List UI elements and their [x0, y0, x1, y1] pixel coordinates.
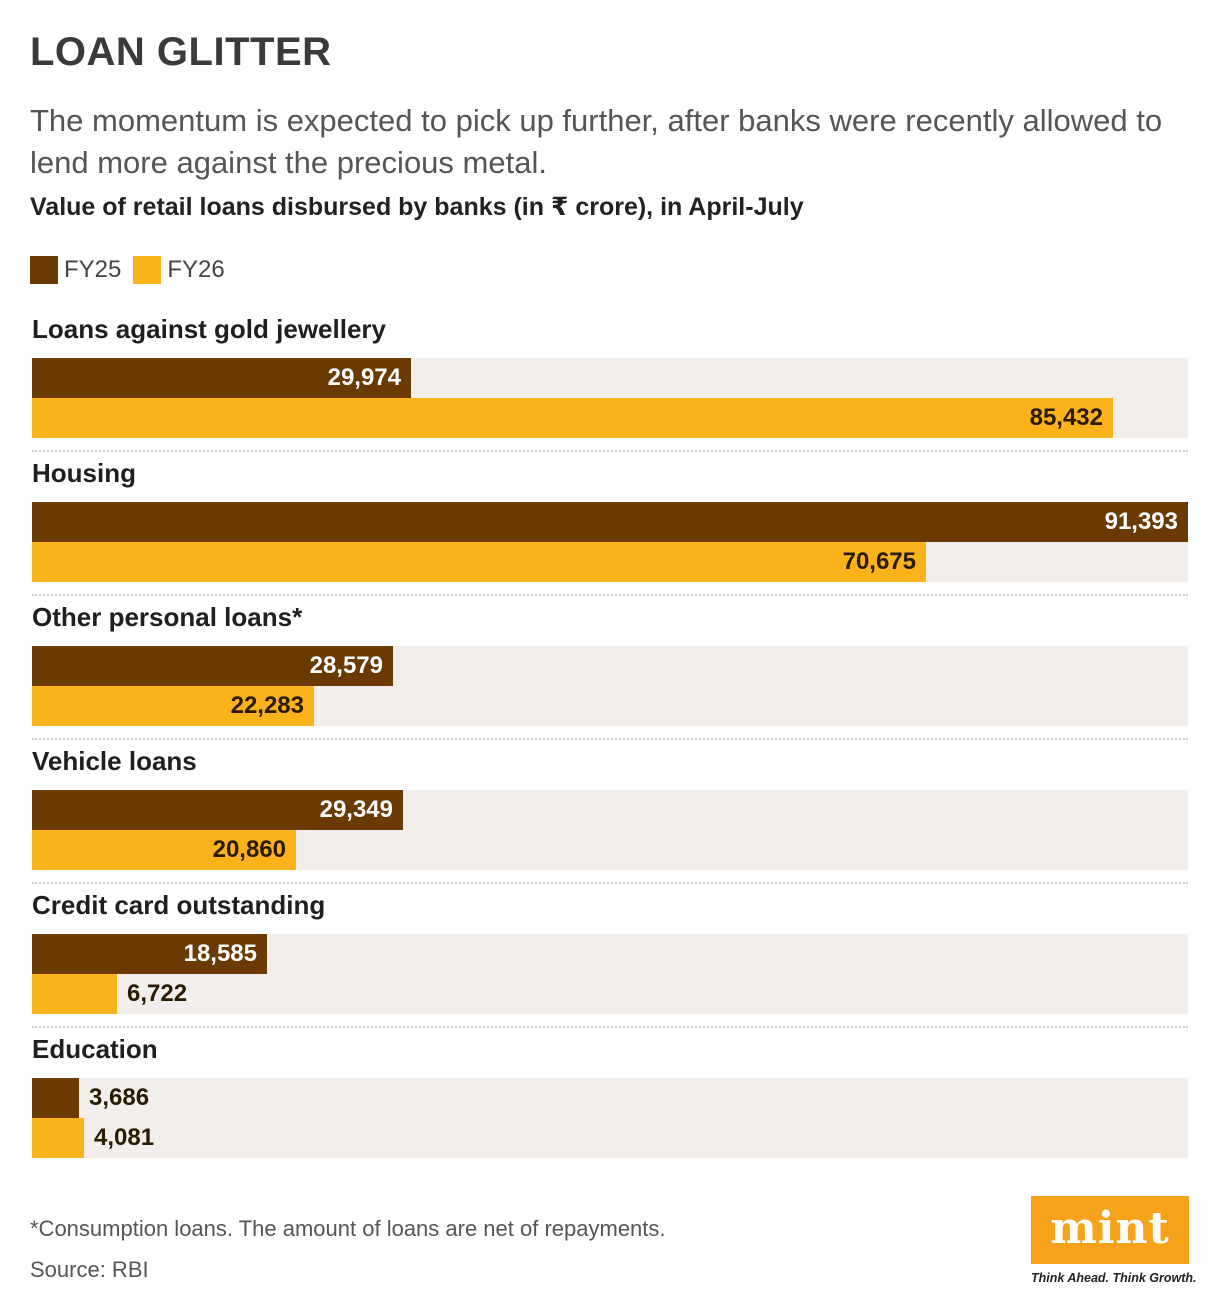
legend-swatch-fy25 [30, 256, 58, 284]
value-label-fy26: 70,675 [842, 548, 916, 575]
mint-logo: mint [1031, 1196, 1189, 1264]
category-label: Vehicle loans [32, 746, 197, 776]
category-label: Education [32, 1034, 158, 1064]
page-title: LOAN GLITTER [30, 30, 332, 74]
legend-item-fy26: FY26 [133, 256, 225, 284]
bar-fy25 [32, 646, 393, 686]
bar-fy26 [32, 974, 117, 1014]
bar-fy26 [32, 830, 296, 870]
bar-track: 29,974 85,432 [32, 358, 1188, 438]
category-label: Other personal loans* [32, 602, 303, 632]
category-label: Loans against gold jewellery [32, 314, 386, 344]
bar-track: 29,349 20,860 [32, 790, 1188, 870]
value-label-fy25: 3,686 [89, 1084, 150, 1111]
bar-fy25 [32, 358, 411, 398]
bar-track: 18,585 6,722 [32, 934, 1188, 1014]
legend-item-fy25: FY25 [30, 256, 121, 284]
category-group-credit-card-outstanding: Credit card outstanding 18,585 6,722 [32, 890, 1188, 1028]
value-label-fy25: 18,585 [183, 940, 257, 967]
bar-fy25 [32, 934, 267, 974]
chart-legend: FY25 FY26 [30, 254, 237, 286]
bar-fy26 [32, 1118, 84, 1158]
value-label-fy26: 85,432 [1029, 404, 1103, 431]
group-divider [32, 738, 1188, 740]
bar-fy26 [32, 686, 314, 726]
bar-fy25 [32, 502, 1188, 542]
value-label-fy26: 22,283 [230, 692, 304, 719]
category-group-housing: Housing 91,393 70,675 [32, 458, 1188, 596]
brand-tagline: Think Ahead. Think Growth. [1031, 1271, 1197, 1285]
legend-swatch-fy26 [133, 256, 162, 284]
value-label-fy26: 6,722 [127, 980, 188, 1007]
bar-track: 91,393 70,675 [32, 502, 1188, 582]
category-group-other-personal-loans: Other personal loans* 28,579 22,283 [32, 602, 1188, 740]
group-divider [32, 594, 1188, 596]
category-label: Housing [32, 458, 136, 488]
category-group-vehicle-loans: Vehicle loans 29,349 20,860 [32, 746, 1188, 884]
footnote: *Consumption loans. The amount of loans … [30, 1216, 666, 1241]
group-divider [32, 1026, 1188, 1028]
group-divider [32, 882, 1188, 884]
value-label-fy25: 29,349 [319, 796, 393, 823]
bar-fy25 [32, 790, 403, 830]
bar-fy26 [32, 398, 1113, 438]
value-label-fy26: 20,860 [212, 836, 286, 863]
value-label-fy25: 91,393 [1104, 508, 1178, 535]
legend-label-fy25: FY25 [64, 256, 122, 283]
value-label-fy26: 4,081 [94, 1124, 155, 1151]
chart-title: Value of retail loans disbursed by banks… [30, 193, 804, 221]
value-label-fy25: 28,579 [309, 652, 383, 679]
bar-fy25 [32, 1078, 79, 1118]
bar-track: 28,579 22,283 [32, 646, 1188, 726]
bar-fy26 [32, 542, 926, 582]
subtitle: The momentum is expected to pick up furt… [30, 103, 1163, 180]
category-group-education: Education 3,686 4,081 [32, 1034, 1188, 1158]
logo-text: mint [1050, 1202, 1170, 1254]
bar-track: 3,686 4,081 [32, 1078, 1188, 1158]
category-group-loans-against-gold-jewellery: Loans against gold jewellery 29,974 85,432 [32, 314, 1188, 452]
value-label-fy25: 29,974 [327, 364, 401, 391]
category-label: Credit card outstanding [32, 890, 326, 920]
group-divider [32, 450, 1188, 452]
source-note: Source: RBI [30, 1257, 149, 1282]
legend-label-fy26: FY26 [167, 256, 225, 283]
